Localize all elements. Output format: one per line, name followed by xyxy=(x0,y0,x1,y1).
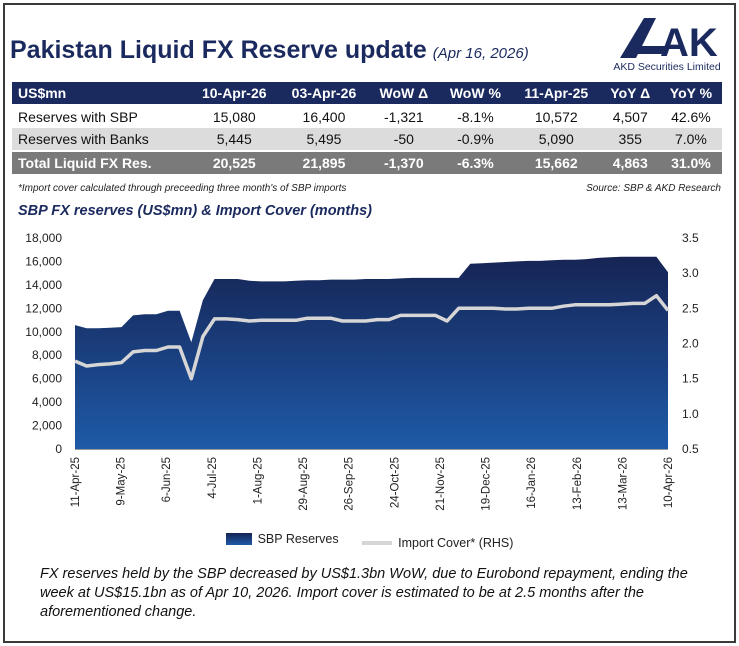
x-tick-label: 29-Aug-25 xyxy=(298,457,310,511)
legend-item-import-cover: Import Cover* (RHS) xyxy=(362,536,513,550)
table-cell: 20,525 xyxy=(189,151,280,174)
y-tick-label: 18,000 xyxy=(25,231,62,245)
x-tick-label: 19-Dec-25 xyxy=(481,457,493,511)
y-tick-label: 16,000 xyxy=(25,254,62,268)
y-tick-label: 10,000 xyxy=(25,325,62,339)
akd-logo-mark: AKD xyxy=(620,18,718,60)
x-tick-label: 16-Jan-26 xyxy=(526,457,538,509)
table-cell: Reserves with SBP xyxy=(18,109,138,126)
col-header: 11-Apr-25 xyxy=(511,82,601,105)
col-header: YoY Δ xyxy=(600,82,660,105)
y2-tick-label: 3.0 xyxy=(682,266,699,280)
legend-swatch-area xyxy=(225,533,252,545)
legend-item-sbp-reserves: SBP Reserves xyxy=(225,532,339,546)
y-tick-label: 8,000 xyxy=(32,348,62,362)
col-header: WoW Δ xyxy=(368,82,439,105)
page-title: Pakistan Liquid FX Reserve update (Apr 16… xyxy=(10,36,529,65)
col-header: WoW % xyxy=(438,82,512,105)
x-tick-label: 26-Sep-25 xyxy=(344,457,356,511)
table-cell: -8.1% xyxy=(457,109,494,126)
y-tick-label: 2,000 xyxy=(32,419,62,433)
x-tick-label: 4-Jul-25 xyxy=(207,457,219,499)
table-cell: 21,895 xyxy=(279,151,369,174)
y-tick-label: 4,000 xyxy=(32,395,62,409)
source-note: Source: SBP & AKD Research xyxy=(586,183,721,194)
chart-title: SBP FX reserves (US$mn) & Import Cover (… xyxy=(18,203,372,219)
x-tick-label: 24-Oct-25 xyxy=(389,457,401,508)
table-cell: -50 xyxy=(368,128,439,151)
table-cell: -1,370 xyxy=(368,151,439,174)
table-cell: 4,863 xyxy=(600,151,660,174)
y2-tick-label: 1.5 xyxy=(682,372,699,386)
commentary-text: FX reserves held by the SBP decreased by… xyxy=(40,566,688,620)
table-cell: 42.6% xyxy=(671,109,711,126)
x-tick-label: 6-Jun-25 xyxy=(161,457,173,502)
table-cell: Total Liquid FX Res. xyxy=(12,151,190,174)
y-tick-label: 12,000 xyxy=(25,301,62,315)
fx-reserve-chart: 0 2,000 4,000 6,000 8,000 10,000 12,000 14,000 1… xyxy=(25,231,699,511)
y2-tick-label: 2.0 xyxy=(682,337,699,351)
report-date: (Apr 16, 2026) xyxy=(432,45,529,62)
table-row: Reserves with Banks 5,445 5,495 -50 -0.9… xyxy=(12,128,722,151)
table-cell: -1,321 xyxy=(384,109,424,126)
x-tick-label: 13-Mar-26 xyxy=(617,457,629,510)
table-cell: 5,495 xyxy=(279,128,369,151)
sbp-reserves-area xyxy=(75,256,668,449)
col-header: 03-Apr-26 xyxy=(279,82,369,105)
y2-tick-label: 1.0 xyxy=(682,407,699,421)
table-cell: 5,445 xyxy=(189,128,280,151)
y-tick-label: 6,000 xyxy=(32,372,62,386)
y-tick-label: 14,000 xyxy=(25,278,62,292)
table-cell: 15,662 xyxy=(511,151,601,174)
table-cell: 10,572 xyxy=(534,109,578,126)
col-header: YoY % xyxy=(659,82,722,105)
x-tick-label: 13-Feb-26 xyxy=(572,457,584,510)
legend-swatch-line xyxy=(362,541,393,545)
x-tick-label: 21-Nov-25 xyxy=(435,457,447,511)
table-cell: -6.3% xyxy=(438,151,512,174)
legend-label: Import Cover* (RHS) xyxy=(398,536,514,550)
y-tick-label: 0 xyxy=(55,442,62,456)
table-cell: 15,080 xyxy=(212,109,256,126)
table-cell: 4,507 xyxy=(612,109,648,126)
title-text: Pakistan Liquid FX Reserve update xyxy=(10,36,427,64)
table-cell: Reserves with Banks xyxy=(12,128,190,151)
company-logo: AKD AKD Securities Limited xyxy=(612,14,722,80)
y2-tick-label: 0.5 xyxy=(682,442,699,456)
fx-reserve-table: US$mn 10-Apr-26 03-Apr-26 WoW Δ WoW % 11… xyxy=(12,82,722,174)
company-name: AKD Securities Limited xyxy=(613,61,721,73)
import-cover-line xyxy=(74,293,670,381)
logo-letters: AKD xyxy=(660,21,718,60)
x-tick-label: 1-Aug-25 xyxy=(253,457,265,504)
table-header-row: US$mn 10-Apr-26 03-Apr-26 WoW Δ WoW % 11… xyxy=(12,82,722,105)
table-total-row: Total Liquid FX Res. 20,525 21,895 -1,37… xyxy=(12,151,722,174)
table-cell: -0.9% xyxy=(438,128,512,151)
table-cell: 5,090 xyxy=(511,128,601,151)
y2-tick-label: 3.5 xyxy=(682,231,699,245)
x-tick-label: 11-Apr-25 xyxy=(70,457,82,507)
x-tick-label: 10-Apr-26 xyxy=(663,457,675,508)
legend-label: SBP Reserves xyxy=(257,532,339,546)
table-cell: 16,400 xyxy=(302,109,346,126)
table-row: Reserves with SBP 15,080 16,400 -1,321 -… xyxy=(12,105,722,128)
chart-legend: SBP Reserves Import Cover* (RHS) xyxy=(0,532,739,550)
x-tick-label: 9-May-25 xyxy=(116,457,128,506)
col-header: US$mn xyxy=(12,82,190,105)
table-cell: 355 xyxy=(600,128,660,151)
table-cell: 7.0% xyxy=(659,128,722,151)
import-cover-note: *Import cover calculated through preceed… xyxy=(18,183,347,194)
table-cell: 31.0% xyxy=(659,151,722,174)
y2-tick-label: 2.5 xyxy=(682,301,699,315)
col-header: 10-Apr-26 xyxy=(189,82,280,105)
